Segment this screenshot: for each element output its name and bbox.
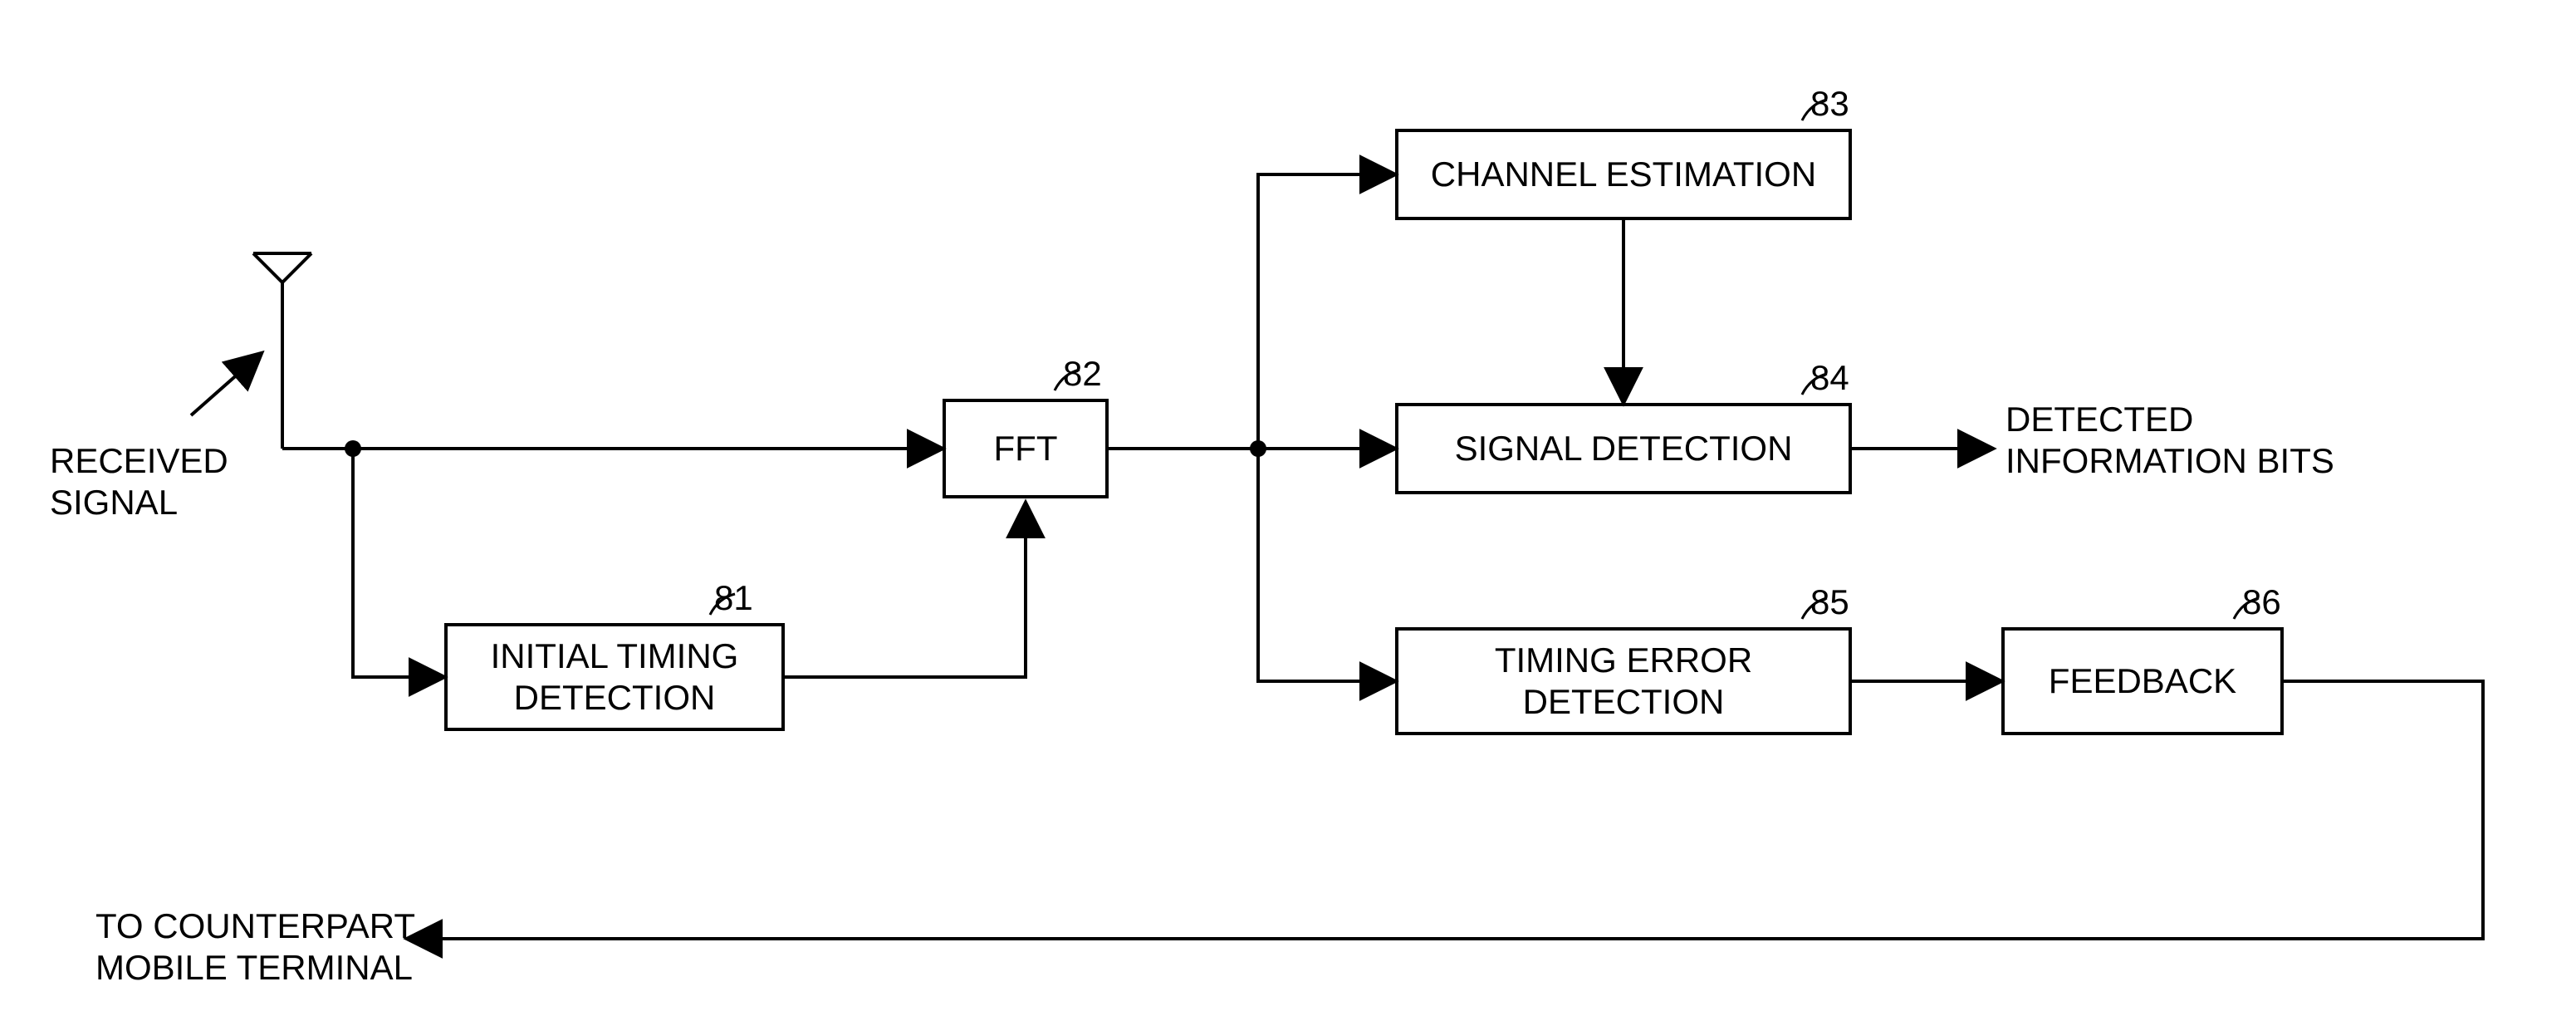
ref-83: 83 xyxy=(1810,83,1849,125)
block-initial-timing-label: INITIAL TIMINGDETECTION xyxy=(491,636,739,719)
ref-86: 86 xyxy=(2242,582,2281,623)
block-signal-detection-label: SIGNAL DETECTION xyxy=(1455,428,1793,469)
label-to-counterpart-mobile-terminal: TO COUNTERPARTMOBILE TERMINAL xyxy=(95,905,415,989)
ref-81: 81 xyxy=(714,577,753,619)
ref-85: 85 xyxy=(1810,582,1849,623)
block-channel-estimation-label: CHANNEL ESTIMATION xyxy=(1431,154,1816,195)
block-channel-estimation: CHANNEL ESTIMATION xyxy=(1395,129,1852,220)
block-timing-error-label: TIMING ERRORDETECTION xyxy=(1495,640,1752,724)
block-timing-error-detection: TIMING ERRORDETECTION xyxy=(1395,627,1852,735)
label-detected-information-bits: DETECTEDINFORMATION BITS xyxy=(2005,399,2334,483)
block-feedback: FEEDBACK xyxy=(2001,627,2284,735)
antenna-icon xyxy=(253,253,311,449)
ref-82: 82 xyxy=(1063,353,1102,395)
block-signal-detection: SIGNAL DETECTION xyxy=(1395,403,1852,494)
label-received-signal: RECEIVEDSIGNAL xyxy=(50,440,228,524)
block-feedback-label: FEEDBACK xyxy=(2049,660,2236,702)
block-fft: FFT xyxy=(943,399,1109,498)
diagram-edges xyxy=(0,0,2576,1011)
block-initial-timing-detection: INITIAL TIMINGDETECTION xyxy=(444,623,785,731)
block-fft-label: FFT xyxy=(994,428,1058,469)
ref-84: 84 xyxy=(1810,357,1849,399)
